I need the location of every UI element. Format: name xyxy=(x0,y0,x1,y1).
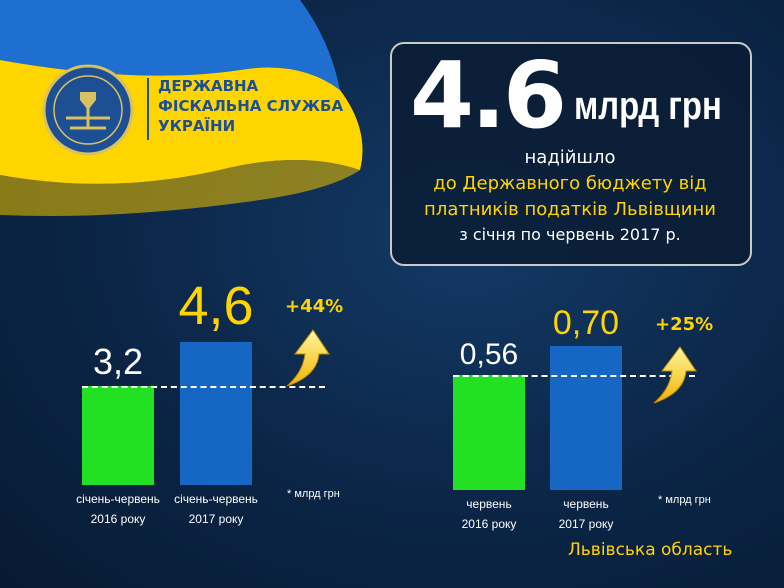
category-label: січень-червень 2017 року xyxy=(174,492,258,526)
headline-box xyxy=(390,42,752,266)
headline-unit: млрд грн xyxy=(574,84,722,128)
arrow xyxy=(286,329,330,387)
headline-line: до Державного бюджету від xyxy=(433,173,707,194)
bar xyxy=(453,375,525,490)
value-label: 0,56 xyxy=(459,337,519,371)
unit-note: * млрд грн xyxy=(287,488,340,500)
bar xyxy=(82,385,154,485)
flag xyxy=(0,0,363,216)
arrow xyxy=(653,346,697,404)
arrow-icon xyxy=(650,345,698,405)
bar xyxy=(180,342,252,485)
org-line: УКРАЇНИ xyxy=(158,117,236,135)
unit-note: * млрд грн xyxy=(658,494,711,506)
headline-amount: 4.6 xyxy=(410,42,567,149)
headline-line: платників податків Львівщини xyxy=(424,199,716,220)
reference-line xyxy=(453,375,695,377)
category-label: червень 2016 року xyxy=(461,497,517,531)
headline-line: надійшло xyxy=(524,147,616,168)
org-line: ФІСКАЛЬНА СЛУЖБА xyxy=(158,97,344,115)
org-name: ДЕРЖАВНА ФІСКАЛЬНА СЛУЖБА УКРАЇНИ xyxy=(158,76,343,136)
change-label: +25% xyxy=(655,314,714,335)
footer: Львівська область xyxy=(568,540,733,560)
value-label: 4,6 xyxy=(178,275,254,336)
arrow-icon xyxy=(283,328,331,388)
value-label: 0,70 xyxy=(552,303,620,342)
category-label: січень-червень 2016 року xyxy=(76,492,160,526)
category-label: червень 2017 року xyxy=(558,497,614,531)
value-label: 3,2 xyxy=(92,340,144,382)
org-line: ДЕРЖАВНА xyxy=(158,77,259,95)
bar xyxy=(550,346,622,490)
reference-line xyxy=(82,385,325,388)
headline-line: з січня по червень 2017 р. xyxy=(459,225,681,244)
change-label: +44% xyxy=(285,296,344,317)
